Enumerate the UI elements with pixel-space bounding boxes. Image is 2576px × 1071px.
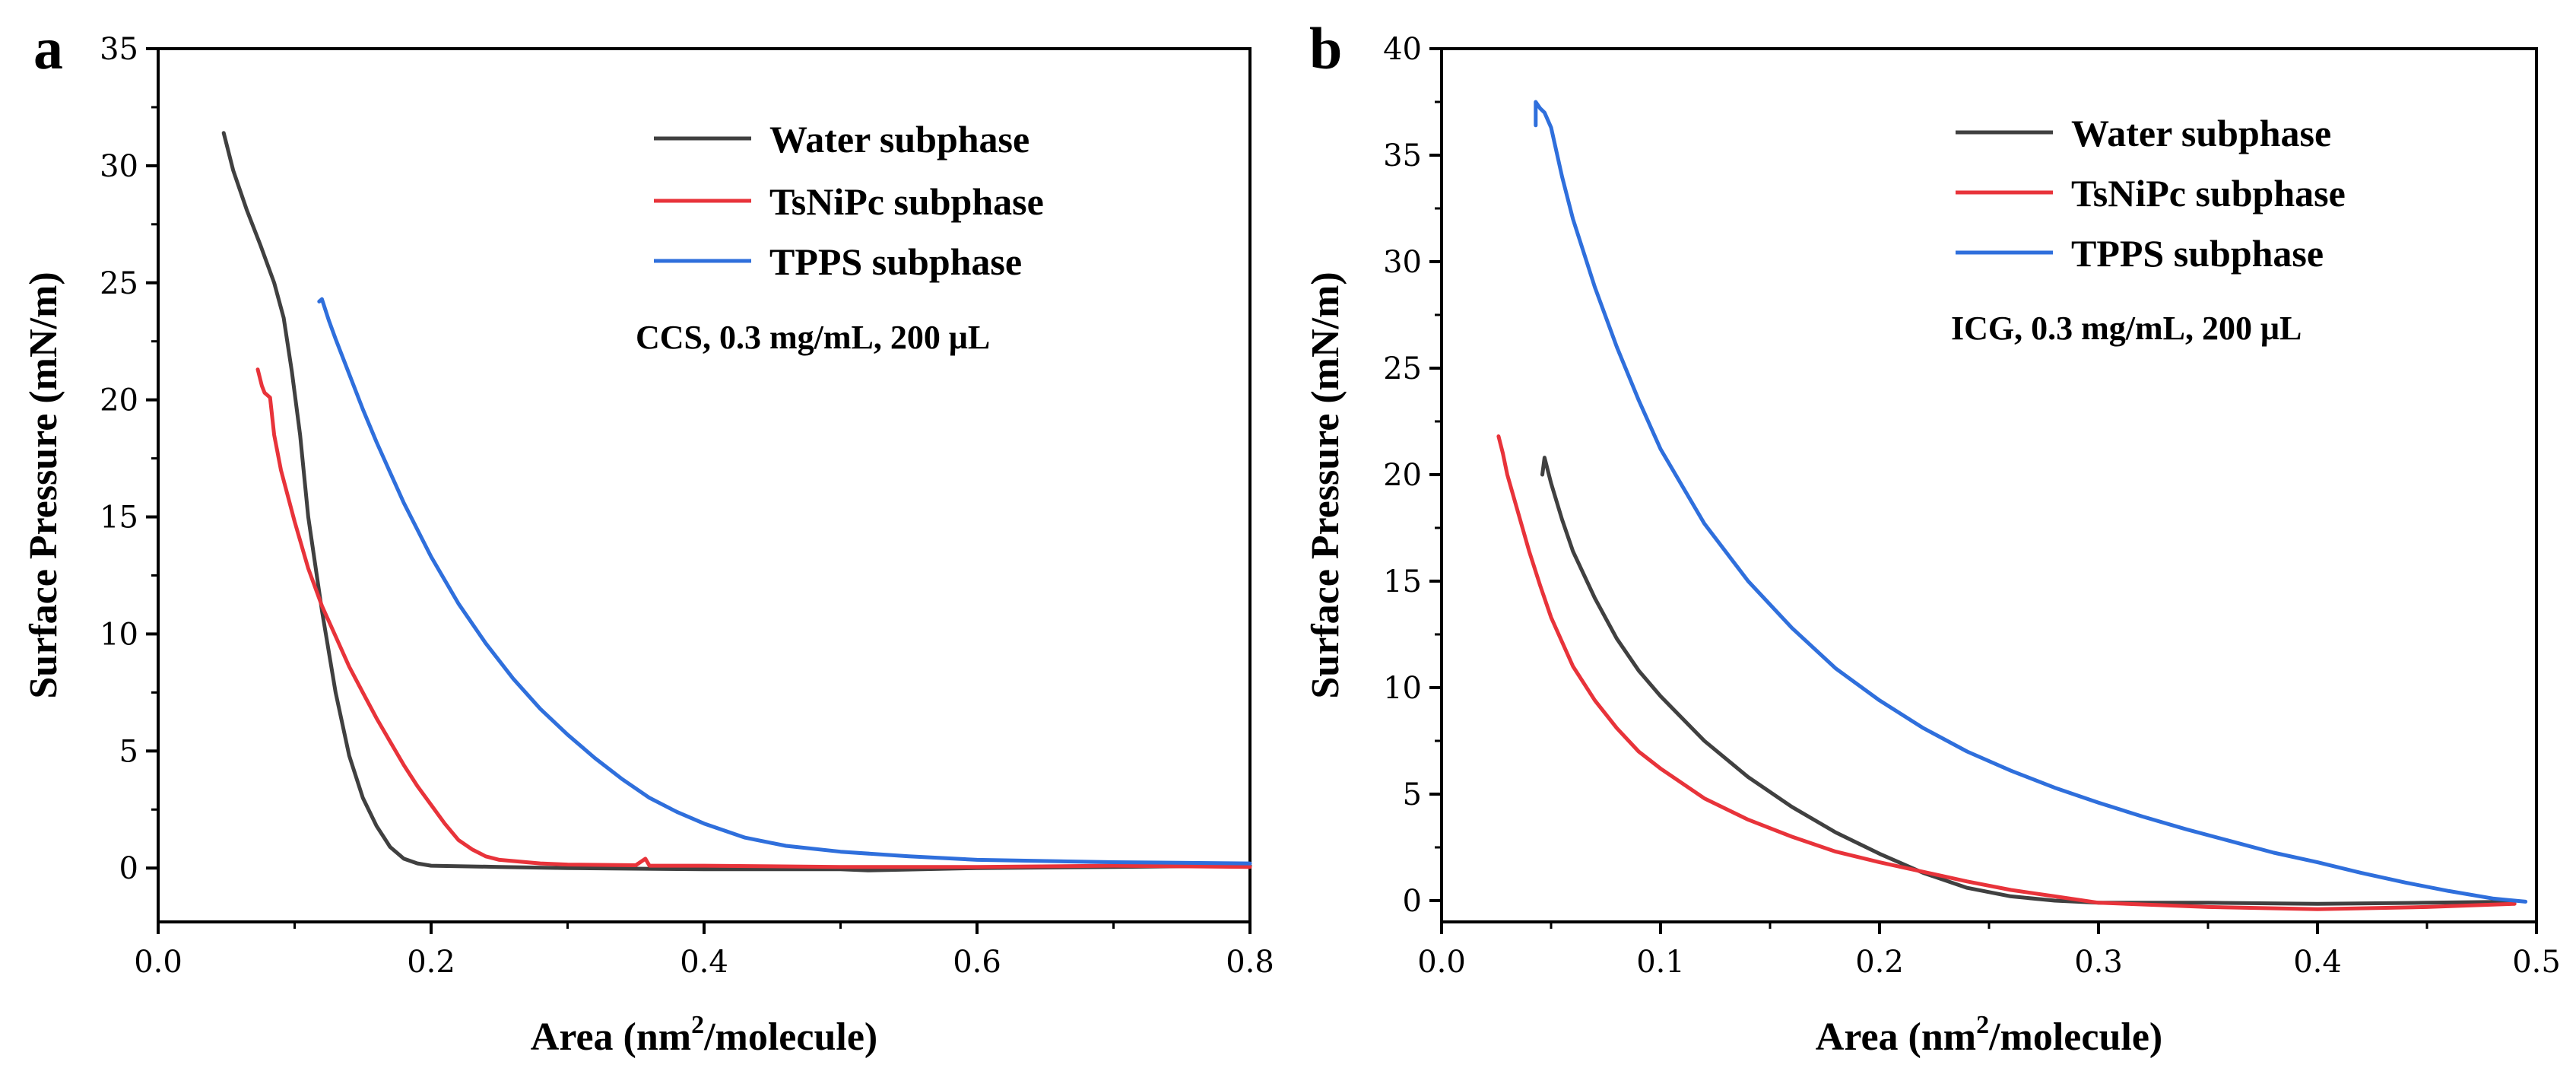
panel-b-x-tick-label: 0.3 — [2074, 945, 2123, 980]
panel-a-y-tick-label: 25 — [100, 266, 138, 301]
panel-a-legend-label-tsnipc: TsNiPc subphase — [769, 180, 1044, 223]
panel-a-y-tick-label: 5 — [119, 734, 138, 769]
panel-b-series-group — [1496, 100, 2528, 911]
panel-b-y-tick-label: 10 — [1383, 671, 1422, 706]
panel-a-x-tick-label: 0.8 — [1226, 945, 1274, 980]
panel-b-y-tick-label: 40 — [1383, 32, 1422, 67]
panel-b-axes-frame — [1440, 47, 2538, 923]
panel-b-x-tick-label: 0.2 — [1855, 945, 1904, 980]
panel-a-series-tsnipc-subphase — [255, 367, 1252, 869]
panel-a-series-group — [221, 131, 1252, 872]
panel-b-y-tick-label: 30 — [1383, 245, 1422, 280]
panel-a-letter: a — [33, 15, 63, 81]
panel-b-x-axis-title: Area (nm2/molecule) — [1816, 1011, 2162, 1059]
panel-b-y-tick-label: 25 — [1383, 351, 1422, 386]
panel-b-y-tick-label: 35 — [1383, 138, 1422, 173]
panel-a-x-tick-label: 0.6 — [953, 945, 1001, 980]
panel-b-series-tpps-subphase — [1534, 100, 2528, 904]
panel-b-y-axis-title: Surface Pressure (mN/m) — [1304, 272, 1347, 698]
panel-b-letter: b — [1309, 15, 1342, 81]
panel-b-legend: Water subphase TsNiPc subphase TPPS subp… — [1956, 112, 2346, 275]
panel-a-y-axis-title: Surface Pressure (mN/m) — [22, 272, 65, 698]
panel-a-y-tick-label: 0 — [119, 851, 138, 886]
panel-b-series-tsnipc-subphase — [1496, 434, 2517, 911]
panel-a-x-tick-label: 0.0 — [134, 945, 182, 980]
panel-a-series-tpps-subphase — [317, 297, 1252, 866]
panel-b-y-tick-label: 15 — [1383, 564, 1422, 599]
panel-b-y-tick-label: 0 — [1403, 884, 1422, 919]
panel-a-y-tick-label: 30 — [100, 149, 138, 184]
panel-b-legend-label-tsnipc: TsNiPc subphase — [2071, 172, 2346, 215]
panel-b-x-ticks: 0.0 0.1 0.2 0.3 0.4 0.5 — [1417, 922, 2561, 980]
panel-a-x-ticks: 0.0 0.2 0.4 0.6 0.8 — [134, 922, 1274, 980]
panel-a-x-tick-label: 0.4 — [680, 945, 728, 980]
panel-b-legend-label-tpps: TPPS subphase — [2071, 232, 2324, 275]
panel-a-series-water-subphase — [221, 131, 1252, 872]
panel-b-y-tick-label: 5 — [1403, 777, 1422, 812]
panel-a-annotation: CCS, 0.3 mg/mL, 200 μL — [636, 319, 990, 356]
panel-a-plot-area: 0.0 0.2 0.4 0.6 0.8 0 5 10 15 20 25 30 35 — [100, 32, 1274, 980]
panel-a-legend-label-tpps: TPPS subphase — [769, 240, 1022, 283]
panel-b-legend-label-water: Water subphase — [2071, 112, 2331, 154]
panel-b-y-tick-label: 20 — [1383, 458, 1422, 493]
panel-a-y-tick-label: 35 — [100, 32, 138, 67]
panel-b-x-tick-label: 0.5 — [2512, 945, 2561, 980]
panel-a-axes-frame — [157, 47, 1252, 923]
panel-a-legend-label-water: Water subphase — [769, 118, 1029, 160]
panel-b-annotation: ICG, 0.3 mg/mL, 200 μL — [1951, 310, 2302, 347]
panel-b-x-tick-label: 0.0 — [1417, 945, 1466, 980]
panel-b-chart: b 0.0 0.1 0.2 0.3 0.4 0.5 0 5 10 15 20 25 30 35 40 Ar… — [1304, 15, 2561, 1059]
panel-a-x-axis-title: Area (nm2/molecule) — [531, 1011, 877, 1059]
panel-b-x-tick-label: 0.4 — [2293, 945, 2342, 980]
panel-b-y-ticks: 0 5 10 15 20 25 30 35 40 — [1383, 32, 1442, 919]
panel-a-legend: Water subphase TsNiPc subphase TPPS subp… — [654, 118, 1044, 283]
panel-a-chart: a 0.0 0.2 0.4 0.6 0.8 0 5 10 15 20 25 30 35 Area (n… — [22, 15, 1274, 1059]
panel-a-y-ticks: 0 5 10 15 20 25 30 35 — [100, 32, 158, 886]
panel-b-plot-area: 0.0 0.1 0.2 0.3 0.4 0.5 0 5 10 15 20 25 30 35 40 — [1383, 32, 2561, 980]
panel-a-y-tick-label: 20 — [100, 383, 138, 418]
panel-b-x-tick-label: 0.1 — [1636, 945, 1685, 980]
panel-a-y-tick-label: 10 — [100, 617, 138, 652]
panel-a-x-tick-label: 0.2 — [407, 945, 455, 980]
panel-a-y-tick-label: 15 — [100, 501, 138, 536]
panel-b-series-water-subphase — [1540, 456, 2517, 906]
